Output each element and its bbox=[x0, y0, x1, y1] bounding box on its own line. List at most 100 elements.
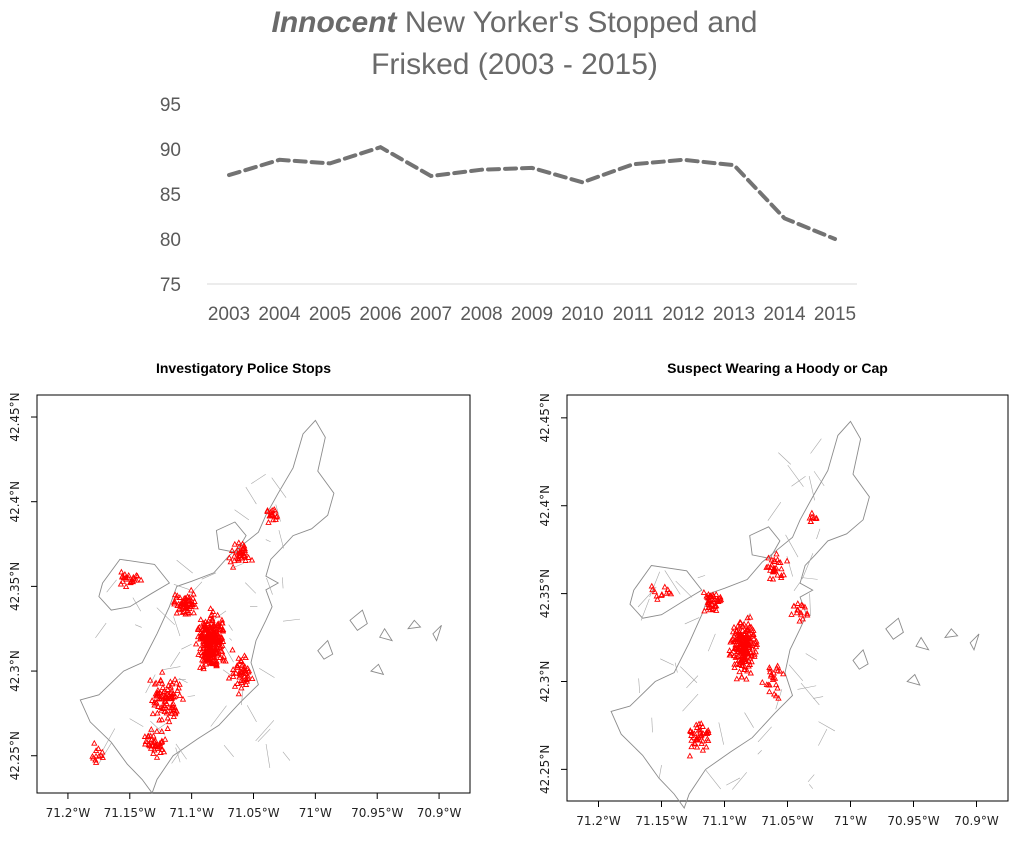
stop-point bbox=[164, 686, 171, 692]
stop-point bbox=[133, 576, 140, 583]
y-tick-label: 95 bbox=[160, 95, 181, 116]
stop-point bbox=[774, 571, 781, 578]
y-tick-label: 42.3°N bbox=[8, 650, 22, 692]
stop-point bbox=[807, 518, 814, 525]
stop-point bbox=[236, 543, 243, 550]
harbor-island-outline bbox=[379, 627, 394, 642]
stop-point bbox=[151, 680, 159, 687]
stop-point bbox=[192, 640, 200, 647]
tract-boundary bbox=[658, 765, 662, 779]
stop-point bbox=[238, 677, 245, 683]
stop-point bbox=[733, 675, 740, 682]
stop-point bbox=[153, 692, 160, 699]
stop-point bbox=[176, 605, 183, 612]
stop-point bbox=[268, 512, 275, 519]
stop-point bbox=[154, 709, 161, 716]
stop-point bbox=[737, 619, 744, 626]
plot-frame bbox=[566, 394, 1009, 802]
tract-boundary bbox=[223, 745, 234, 757]
stop-point bbox=[219, 627, 227, 634]
stop-point bbox=[783, 557, 791, 564]
harbor-island-outline bbox=[944, 628, 959, 639]
stop-point bbox=[747, 613, 754, 620]
stop-point bbox=[745, 636, 753, 643]
stop-point bbox=[215, 620, 222, 627]
stop-point bbox=[700, 589, 708, 595]
x-tick-label: 2014 bbox=[763, 304, 806, 325]
stop-point bbox=[168, 687, 175, 694]
stop-point bbox=[733, 636, 740, 642]
stop-point bbox=[165, 682, 172, 689]
stop-point bbox=[808, 513, 816, 520]
stop-point bbox=[95, 745, 102, 752]
stop-point bbox=[167, 678, 174, 685]
stop-point bbox=[653, 592, 660, 599]
x-tick-label: 2015 bbox=[814, 304, 856, 325]
stop-point bbox=[204, 656, 211, 663]
stop-point bbox=[213, 630, 220, 637]
stop-point bbox=[125, 571, 132, 578]
stop-point bbox=[231, 682, 239, 689]
stop-point bbox=[227, 558, 234, 565]
tract-boundary bbox=[282, 577, 284, 589]
stop-point bbox=[214, 639, 222, 646]
stop-point bbox=[248, 556, 256, 563]
harbor-island-outline bbox=[317, 639, 334, 660]
y-tick-label: 42.45°N bbox=[8, 392, 22, 441]
stop-point bbox=[209, 608, 217, 614]
stop-point bbox=[739, 643, 746, 650]
x-tick-label: 2005 bbox=[309, 304, 351, 325]
stop-point bbox=[770, 669, 777, 676]
stop-point bbox=[794, 600, 801, 606]
stop-point bbox=[137, 576, 145, 583]
stop-point bbox=[703, 743, 710, 750]
title-emphasis: Innocent bbox=[271, 6, 397, 39]
stop-point bbox=[159, 679, 166, 686]
stop-point bbox=[215, 626, 222, 633]
stop-point bbox=[767, 566, 774, 573]
tract-boundary bbox=[222, 669, 231, 676]
tract-boundary bbox=[234, 509, 250, 521]
tract-boundary bbox=[805, 653, 817, 661]
stop-point bbox=[208, 611, 216, 617]
tract-boundary bbox=[778, 452, 791, 465]
stop-point bbox=[119, 577, 127, 584]
stop-point bbox=[236, 667, 244, 674]
tract-boundary bbox=[251, 473, 266, 485]
stop-point bbox=[200, 652, 208, 659]
x-tick-label: 2008 bbox=[460, 304, 502, 325]
stop-point bbox=[773, 664, 780, 671]
tract-boundary bbox=[788, 664, 804, 681]
boston-outline bbox=[79, 419, 335, 794]
stop-point bbox=[776, 667, 784, 674]
stop-point bbox=[208, 635, 216, 641]
stop-point bbox=[122, 583, 130, 590]
stop-point bbox=[219, 626, 227, 633]
tract-boundary bbox=[265, 539, 271, 543]
stop-point bbox=[774, 684, 781, 691]
stop-point bbox=[744, 667, 751, 674]
stop-point bbox=[176, 594, 184, 600]
tract-boundary bbox=[791, 476, 806, 487]
tract-boundary bbox=[257, 728, 271, 743]
stop-point bbox=[173, 593, 180, 600]
tract-boundary bbox=[660, 658, 674, 666]
stop-point bbox=[238, 679, 245, 686]
stop-point bbox=[161, 687, 168, 694]
stop-point bbox=[95, 752, 103, 759]
stop-point bbox=[710, 605, 717, 611]
stop-point bbox=[153, 753, 161, 760]
stop-point bbox=[97, 752, 105, 759]
x-tick-label: 70.9°W bbox=[954, 814, 999, 828]
stop-point bbox=[691, 739, 698, 746]
x-tick-label: 71.15°W bbox=[104, 806, 156, 820]
x-tick-label: 70.9°W bbox=[417, 806, 462, 820]
stop-point bbox=[697, 726, 704, 733]
stop-point bbox=[699, 746, 707, 753]
tract-boundary bbox=[651, 717, 653, 733]
tract-boundary bbox=[129, 718, 144, 727]
stop-point bbox=[771, 558, 778, 564]
stop-point bbox=[739, 632, 747, 639]
stop-point bbox=[759, 678, 766, 685]
tract-boundary bbox=[649, 571, 660, 598]
